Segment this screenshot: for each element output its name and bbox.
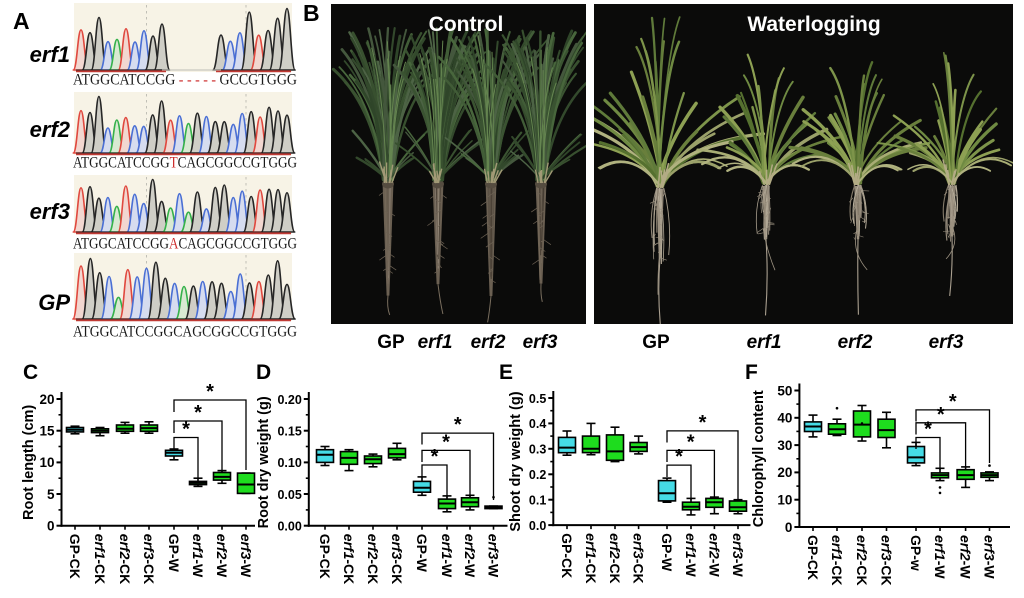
svg-text:15: 15 bbox=[39, 424, 55, 439]
svg-text:40: 40 bbox=[777, 411, 792, 426]
svg-text:erf3: erf3 bbox=[523, 332, 558, 353]
svg-text:GP-W: GP-W bbox=[166, 534, 182, 573]
svg-text:0: 0 bbox=[47, 519, 55, 534]
svg-text:erf3-CK: erf3-CK bbox=[141, 534, 157, 585]
svg-text:Root dry weight (g): Root dry weight (g) bbox=[256, 396, 272, 528]
svg-text:erf1-CK: erf1-CK bbox=[341, 534, 357, 585]
svg-text:50: 50 bbox=[777, 383, 792, 398]
svg-text:GP-CK: GP-CK bbox=[805, 535, 821, 580]
svg-text:*: * bbox=[949, 391, 957, 413]
svg-text:*: * bbox=[699, 412, 707, 434]
svg-text:erf2-W: erf2-W bbox=[958, 535, 974, 579]
svg-text:0.4: 0.4 bbox=[529, 417, 546, 431]
svg-text:erf1-W: erf1-W bbox=[190, 534, 206, 578]
svg-text:30: 30 bbox=[777, 438, 792, 453]
svg-text:erf3-CK: erf3-CK bbox=[631, 533, 647, 584]
svg-text:erf3-W: erf3-W bbox=[730, 533, 746, 577]
svg-text:erf1: erf1 bbox=[747, 332, 782, 353]
svg-text:0.1: 0.1 bbox=[529, 494, 546, 508]
svg-text:erf2-CK: erf2-CK bbox=[117, 534, 133, 585]
svg-text:*: * bbox=[675, 446, 683, 468]
svg-text:D: D bbox=[256, 361, 271, 384]
svg-text:0.20: 0.20 bbox=[277, 393, 301, 407]
svg-text:GP-CK: GP-CK bbox=[67, 534, 83, 579]
svg-text:erf2: erf2 bbox=[471, 332, 506, 353]
svg-text:Root length (cm): Root length (cm) bbox=[21, 405, 37, 520]
svg-text:C: C bbox=[23, 361, 38, 384]
svg-text:erf2: erf2 bbox=[838, 332, 873, 353]
svg-text:F: F bbox=[745, 361, 758, 384]
svg-text:20: 20 bbox=[777, 465, 792, 480]
svg-text:0: 0 bbox=[785, 520, 793, 535]
svg-text:erf1: erf1 bbox=[418, 332, 453, 353]
svg-text:5: 5 bbox=[47, 487, 55, 502]
svg-text:0.2: 0.2 bbox=[529, 468, 546, 482]
svg-text:erf3-CK: erf3-CK bbox=[389, 534, 405, 585]
svg-text:erf1-W: erf1-W bbox=[932, 535, 948, 579]
svg-text:ATGGCATCCGGTCAGCGGCCGTGGG: ATGGCATCCGGTCAGCGGCCGTGGG bbox=[73, 155, 297, 172]
svg-text:Chlorophyll content: Chlorophyll content bbox=[751, 390, 767, 527]
svg-text:*: * bbox=[924, 419, 932, 441]
svg-text:erf3-W: erf3-W bbox=[486, 534, 502, 578]
svg-text:GP-W: GP-W bbox=[414, 534, 430, 573]
svg-text:Waterlogging: Waterlogging bbox=[747, 13, 880, 36]
svg-text:*: * bbox=[431, 446, 439, 468]
svg-text:erf3: erf3 bbox=[929, 332, 964, 353]
svg-text:erf3-CK: erf3-CK bbox=[879, 535, 895, 586]
svg-text:erf2: erf2 bbox=[30, 117, 71, 142]
svg-text:*: * bbox=[442, 431, 450, 453]
svg-text:erf3-W: erf3-W bbox=[982, 535, 998, 579]
svg-text:erf1-CK: erf1-CK bbox=[583, 533, 599, 584]
svg-text:*: * bbox=[206, 381, 214, 403]
svg-text:erf1-CK: erf1-CK bbox=[829, 535, 845, 586]
svg-text:GP-w: GP-w bbox=[908, 535, 924, 571]
svg-text:0.10: 0.10 bbox=[277, 456, 301, 470]
svg-text:0.15: 0.15 bbox=[277, 425, 301, 439]
svg-text:Shoot dry weight (g): Shoot dry weight (g) bbox=[508, 391, 524, 531]
svg-text:erf2-CK: erf2-CK bbox=[854, 535, 870, 586]
svg-text:20: 20 bbox=[39, 392, 54, 407]
svg-text:0.3: 0.3 bbox=[529, 443, 546, 457]
svg-text:*: * bbox=[454, 414, 462, 436]
svg-text:erf3-W: erf3-W bbox=[238, 534, 254, 578]
svg-text:0.05: 0.05 bbox=[277, 488, 301, 502]
svg-text:erf1-W: erf1-W bbox=[683, 533, 699, 577]
svg-text:GP-W: GP-W bbox=[659, 533, 675, 572]
svg-text:A: A bbox=[13, 8, 30, 34]
svg-text:GP: GP bbox=[377, 332, 405, 353]
svg-text:erf1: erf1 bbox=[30, 42, 70, 67]
svg-text:erf2-CK: erf2-CK bbox=[607, 533, 623, 584]
svg-text:erf1-CK: erf1-CK bbox=[92, 534, 108, 585]
svg-text:0.0: 0.0 bbox=[529, 519, 546, 533]
svg-text:0.5: 0.5 bbox=[529, 392, 546, 406]
svg-text:ATGGCATCCGG - - - - - GCCGTGGG: ATGGCATCCGG - - - - - GCCGTGGG bbox=[73, 72, 297, 89]
svg-text:erf1-W: erf1-W bbox=[439, 534, 455, 578]
svg-text:GP: GP bbox=[642, 332, 670, 353]
svg-text:*: * bbox=[194, 402, 202, 424]
svg-text:B: B bbox=[303, 0, 320, 26]
svg-text:10: 10 bbox=[39, 455, 54, 470]
svg-text:*: * bbox=[182, 419, 190, 441]
svg-text:10: 10 bbox=[777, 493, 792, 508]
svg-text:GP: GP bbox=[38, 290, 70, 315]
svg-text:0.00: 0.00 bbox=[277, 520, 301, 534]
svg-text:erf2-CK: erf2-CK bbox=[365, 534, 381, 585]
svg-text:Control: Control bbox=[429, 13, 504, 36]
svg-text:*: * bbox=[687, 431, 695, 453]
svg-text:erf3: erf3 bbox=[30, 199, 70, 224]
svg-text:GP-CK: GP-CK bbox=[317, 534, 333, 579]
svg-text:*: * bbox=[937, 404, 945, 426]
svg-text:erf2-W: erf2-W bbox=[214, 534, 230, 578]
svg-text:E: E bbox=[499, 361, 513, 384]
svg-text:ATGGCATCCGGACAGCGGCCGTGGG: ATGGCATCCGGACAGCGGCCGTGGG bbox=[73, 236, 297, 253]
svg-text:erf2-W: erf2-W bbox=[706, 533, 722, 577]
svg-text:erf2-W: erf2-W bbox=[462, 534, 478, 578]
svg-text:GP-CK: GP-CK bbox=[559, 533, 575, 578]
svg-text:ATGGCATCCGGCAGCGGCCGTGGG: ATGGCATCCGGCAGCGGCCGTGGG bbox=[73, 324, 297, 341]
